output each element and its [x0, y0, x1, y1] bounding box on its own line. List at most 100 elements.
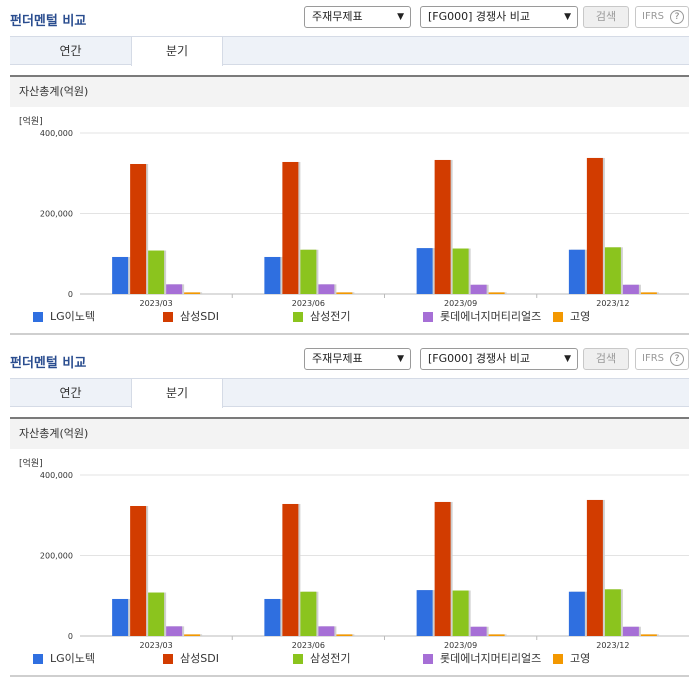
- bar: [640, 634, 657, 636]
- search-button[interactable]: 검색: [583, 6, 629, 28]
- legend-label: 삼성SDI: [180, 310, 219, 323]
- x-tick-label: 2023/12: [596, 299, 629, 308]
- report-type-select[interactable]: 주재무제표 ▼: [304, 348, 411, 370]
- ifrs-button[interactable]: IFRS ?: [635, 6, 689, 28]
- legend-item[interactable]: 롯데에너지머티리얼즈: [423, 650, 553, 668]
- bar: [640, 292, 657, 294]
- bar: [264, 598, 281, 636]
- chart-legend: LG이노텍 삼성SDI 삼성전기 롯데에너지머티리얼즈 고영: [10, 650, 689, 668]
- panel-title: 펀더멘털 비교: [10, 356, 87, 371]
- report-type-value: 주재무제표: [312, 352, 363, 365]
- bar: [586, 499, 603, 636]
- bar: [148, 250, 165, 294]
- bar: [300, 591, 317, 636]
- x-tick-label: 2023/06: [292, 299, 325, 308]
- tab-annual[interactable]: 연간: [59, 386, 82, 400]
- bar: [264, 256, 281, 294]
- section-title: 자산총계(억원): [10, 417, 689, 449]
- chart-svg: 0 200,000 400,000 2023/03 2023/06 2023/09 2023…: [40, 471, 689, 650]
- legend-swatch: [423, 654, 433, 664]
- period-tabs: 연간 분기: [10, 36, 689, 66]
- legend-swatch: [33, 654, 43, 664]
- bar: [166, 284, 183, 294]
- y-tick-label: 0: [68, 290, 73, 299]
- legend-swatch: [163, 312, 173, 322]
- total-assets-chart: [억원] 0 200,000 400,000 2023/03 2023/06 2023/0…: [10, 108, 689, 333]
- bar: [452, 248, 469, 294]
- legend-swatch: [293, 654, 303, 664]
- bar: [416, 590, 433, 636]
- chevron-down-icon: ▼: [564, 354, 571, 364]
- bar: [130, 505, 147, 636]
- bar: [604, 247, 621, 294]
- legend-label: LG이노텍: [50, 310, 96, 323]
- x-tick-label: 2023/06: [292, 641, 325, 650]
- peer-group-select[interactable]: [FG000] 경쟁사 비교 ▼: [420, 6, 578, 28]
- bar: [434, 159, 451, 294]
- y-tick-label: 200,000: [40, 552, 73, 561]
- search-button[interactable]: 검색: [583, 348, 629, 370]
- y-tick-label: 0: [68, 632, 73, 641]
- legend-label: 롯데에너지머티리얼즈: [440, 652, 542, 665]
- bar: [604, 589, 621, 636]
- x-tick-label: 2023/12: [596, 641, 629, 650]
- bar: [488, 292, 505, 294]
- section-title: 자산총계(억원): [10, 75, 689, 107]
- bar: [568, 249, 585, 294]
- legend-label: LG이노텍: [50, 652, 96, 665]
- bar: [282, 161, 299, 294]
- tab-quarterly[interactable]: 분기: [131, 37, 223, 66]
- bar: [622, 626, 639, 636]
- bar: [318, 284, 335, 294]
- legend-label: 삼성SDI: [180, 652, 219, 665]
- divider: [10, 675, 689, 677]
- bar: [470, 284, 487, 294]
- bar: [452, 590, 469, 636]
- legend-label: 고영: [570, 652, 591, 665]
- x-tick-label: 2023/03: [140, 641, 173, 650]
- legend-label: 고영: [570, 310, 591, 323]
- help-icon[interactable]: ?: [670, 352, 684, 366]
- chart-legend: LG이노텍 삼성SDI 삼성전기 롯데에너지머티리얼즈 고영: [10, 308, 689, 326]
- unit-label: [억원]: [19, 459, 43, 469]
- bar: [112, 598, 129, 636]
- fundamental-compare-panel: 펀더멘털 비교 주재무제표 ▼ [FG000] 경쟁사 비교 ▼ 검색 IFRS…: [10, 6, 689, 335]
- ifrs-button[interactable]: IFRS ?: [635, 348, 689, 370]
- legend-label: 롯데에너지머티리얼즈: [440, 310, 542, 323]
- unit-label: [억원]: [19, 117, 43, 127]
- x-tick-label: 2023/09: [444, 641, 477, 650]
- legend-swatch: [553, 654, 563, 664]
- help-icon[interactable]: ?: [670, 10, 684, 24]
- y-tick-label: 400,000: [40, 471, 73, 480]
- bar: [148, 592, 165, 636]
- report-type-value: 주재무제표: [312, 10, 363, 23]
- peer-group-select[interactable]: [FG000] 경쟁사 비교 ▼: [420, 348, 578, 370]
- bar: [416, 248, 433, 294]
- period-tabs: 연간 분기: [10, 378, 689, 408]
- legend-swatch: [163, 654, 173, 664]
- divider: [10, 333, 689, 335]
- bar: [470, 626, 487, 636]
- tab-quarterly[interactable]: 분기: [131, 379, 223, 408]
- bar: [112, 256, 129, 294]
- bar: [434, 501, 451, 636]
- bar: [568, 591, 585, 636]
- chart-svg: 0 200,000 400,000 2023/03 2023/06 2023/09 2023…: [40, 129, 689, 308]
- bar: [184, 634, 201, 636]
- legend-swatch: [293, 312, 303, 322]
- report-type-select[interactable]: 주재무제표 ▼: [304, 6, 411, 28]
- chevron-down-icon: ▼: [397, 354, 404, 364]
- legend-item[interactable]: 롯데에너지머티리얼즈: [423, 308, 553, 326]
- bar: [184, 292, 201, 294]
- peer-group-value: [FG000] 경쟁사 비교: [428, 352, 531, 365]
- bar: [130, 163, 147, 294]
- legend-swatch: [553, 312, 563, 322]
- chevron-down-icon: ▼: [564, 12, 571, 22]
- legend-label: 삼성전기: [310, 310, 351, 323]
- chevron-down-icon: ▼: [397, 12, 404, 22]
- tab-annual[interactable]: 연간: [59, 44, 82, 58]
- bar: [488, 634, 505, 636]
- bar: [336, 634, 353, 636]
- total-assets-chart: [억원] 0 200,000 400,000 2023/03 2023/06 2023/0…: [10, 450, 689, 675]
- ifrs-label: IFRS: [642, 11, 664, 22]
